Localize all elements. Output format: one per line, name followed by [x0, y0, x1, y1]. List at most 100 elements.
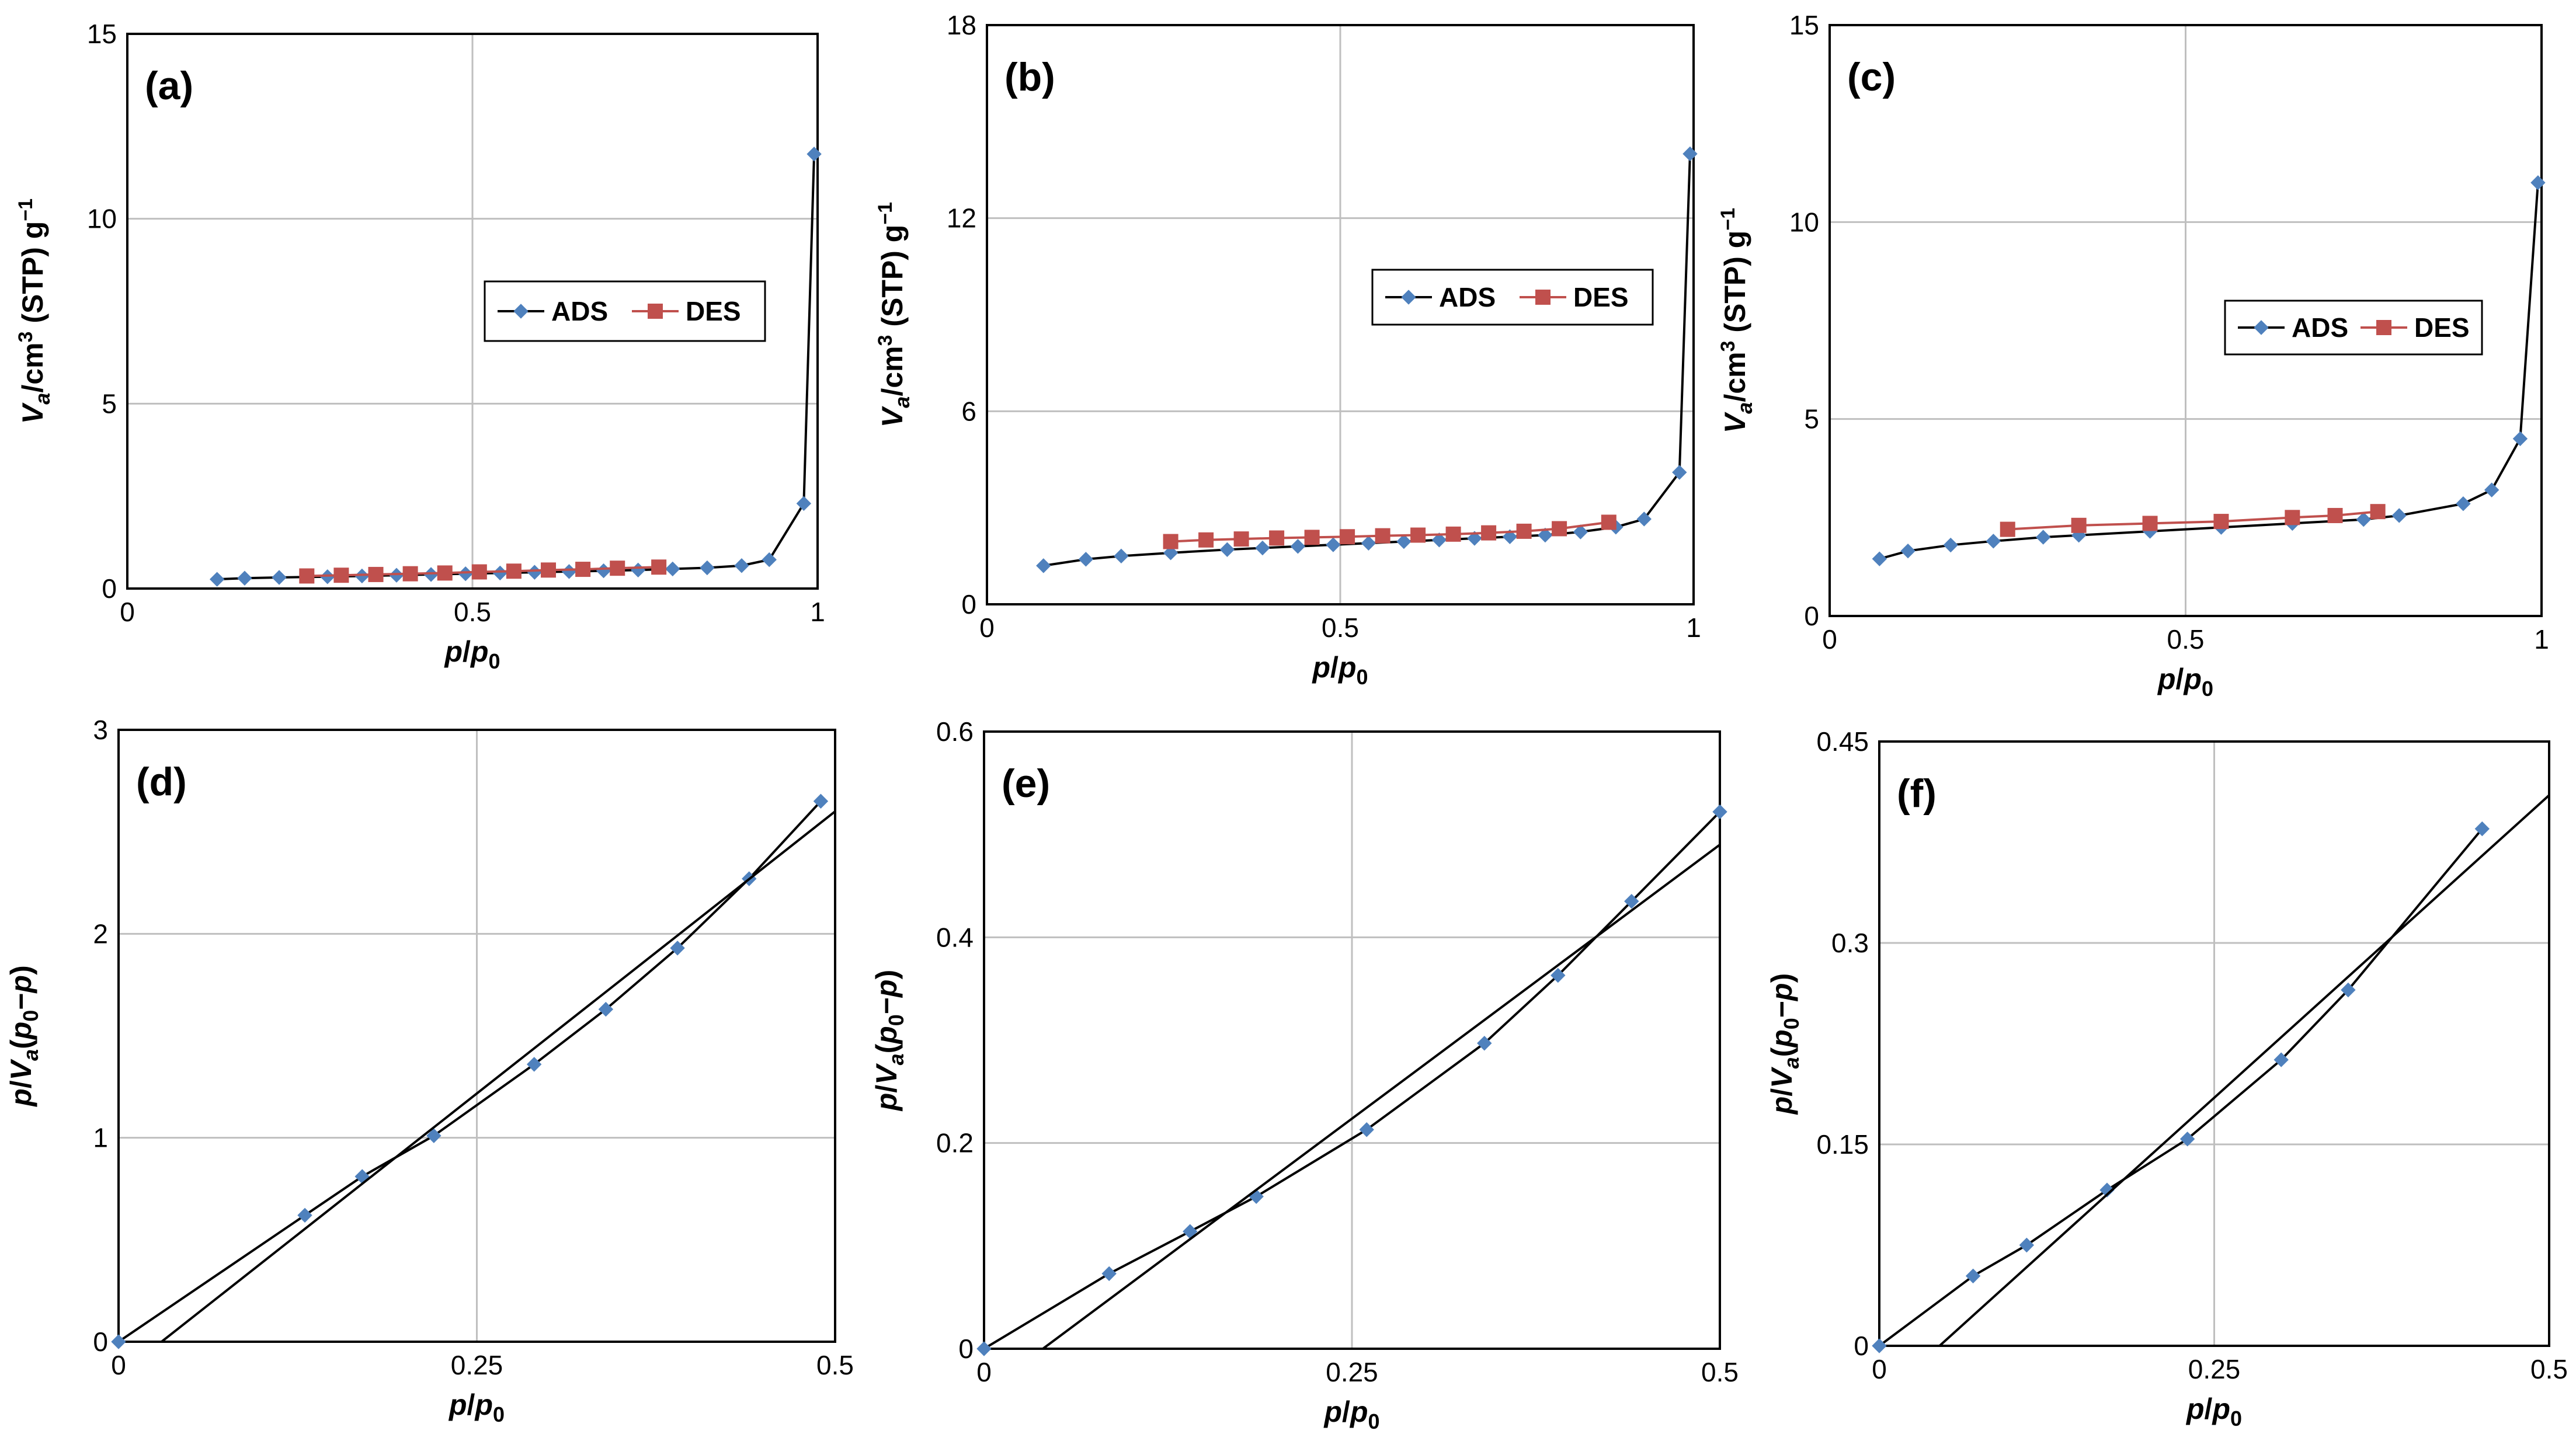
x-tick-label: 1 [2534, 624, 2549, 655]
y-tick-label: 15 [1789, 10, 1819, 40]
data-point [458, 566, 473, 582]
data-point [610, 561, 625, 576]
x-tick-label: 0.5 [816, 1350, 854, 1380]
x-tick-label: 0.25 [2188, 1354, 2241, 1384]
legend-label-ads: ADS [1439, 282, 1496, 312]
data-point [1396, 534, 1412, 549]
y-tick-label: 10 [1789, 207, 1819, 237]
series-data [111, 793, 829, 1349]
data-point [1340, 529, 1355, 545]
x-tick-label: 0 [111, 1350, 126, 1380]
data-point [437, 565, 453, 581]
data-point [354, 1169, 370, 1184]
y-axis-title: p/Va(p0−p) [5, 965, 43, 1107]
data-point [651, 559, 667, 575]
legend-marker-des [648, 304, 663, 319]
series-des [299, 559, 667, 584]
panel-label: (a) [145, 64, 193, 108]
data-point [527, 565, 543, 580]
panel-d: 0 0.25 0.5 0 1 2 3 p/p0 p/Va(p0−p) (d) [5, 715, 854, 1426]
panel-label: (d) [136, 760, 187, 804]
panel-f: 0 0.25 0.5 0 0.15 0.3 0.45 p/p0 p/Va(p0−p) (f) [1765, 726, 2568, 1430]
data-point [111, 1334, 126, 1349]
y-tick-label: 10 [87, 204, 117, 234]
series-ads [1872, 175, 2546, 566]
data-point [1477, 1036, 1492, 1051]
data-point [561, 564, 577, 579]
data-point [209, 572, 225, 587]
x-tick-label: 1 [810, 597, 825, 627]
y-tick-label: 1 [93, 1123, 108, 1153]
legend-label-ads: ADS [2292, 312, 2348, 343]
data-point [2213, 514, 2229, 530]
data-point [700, 560, 715, 576]
x-axis-title: p/p0 [1311, 651, 1368, 689]
data-point [2071, 517, 2087, 533]
data-point [1712, 804, 1727, 820]
y-tick-label: 2 [93, 918, 108, 949]
data-point [1375, 528, 1390, 544]
panel-label: (b) [1004, 55, 1055, 99]
data-point [734, 558, 749, 573]
data-point [762, 552, 777, 568]
data-point [575, 562, 591, 577]
data-point [2456, 496, 2471, 511]
data-point [2327, 507, 2343, 523]
series-fit [1938, 794, 2550, 1347]
data-point [2273, 1052, 2289, 1067]
y-tick-label: 15 [87, 19, 117, 49]
series-fit [1042, 844, 1721, 1350]
data-point [670, 941, 685, 956]
series-data [976, 804, 1727, 1356]
data-point [1359, 1122, 1374, 1137]
data-point [2356, 511, 2371, 527]
data-point [813, 793, 829, 809]
data-point [1538, 527, 1553, 543]
data-point [2474, 821, 2490, 837]
y-tick-label: 0 [102, 573, 117, 604]
legend-marker-des [1535, 290, 1551, 305]
legend-marker-ads [2254, 320, 2269, 335]
data-point [596, 563, 611, 579]
y-axis-title: Va/cm3 (STP) g−1 [1717, 208, 1757, 433]
x-tick-label: 1 [1686, 612, 1701, 643]
data-point [1965, 1268, 1981, 1284]
y-tick-label: 18 [947, 10, 976, 40]
legend-box [1371, 269, 1654, 326]
data-point [1255, 540, 1270, 556]
data-point [1516, 523, 1532, 539]
fit-line [1042, 844, 1721, 1350]
data-point [526, 1057, 542, 1072]
data-point [1552, 521, 1567, 537]
data-point [2179, 1132, 2195, 1147]
y-axis-title: p/Va(p0−p) [1765, 973, 1803, 1115]
y-tick-label: 0 [1854, 1331, 1869, 1361]
series-data [1872, 821, 2490, 1353]
panel-label: (c) [1847, 55, 1896, 99]
y-tick-label: 3 [93, 715, 108, 745]
data-point [1198, 532, 1214, 548]
legend-label-des: DES [1573, 282, 1629, 312]
data-point [2142, 516, 2158, 531]
y-tick-label: 6 [961, 396, 976, 426]
data-point [630, 562, 646, 578]
data-point [2530, 175, 2546, 190]
data-point [598, 1001, 614, 1017]
series-line [1878, 828, 2483, 1347]
data-point [2035, 530, 2051, 545]
series-line [2007, 510, 2378, 531]
data-point [2370, 504, 2386, 520]
data-point [2341, 982, 2356, 998]
series-ads [1036, 146, 1698, 573]
x-tick-label: 0 [979, 612, 995, 643]
data-point [1986, 534, 2001, 549]
panel-b: 0 0.5 1 0 6 12 18 p/p0 Va/cm3 (STP) g−1 (b) ADS DES [874, 10, 1701, 689]
plot-frame [1878, 740, 2550, 1347]
data-point [2285, 510, 2300, 525]
legend: ADS DES [2224, 300, 2483, 356]
y-axis-title: Va/cm3 (STP) g−1 [874, 202, 914, 427]
data-point [299, 568, 315, 584]
series-fit [161, 810, 836, 1343]
data-point [1481, 525, 1497, 541]
data-point [806, 147, 822, 162]
